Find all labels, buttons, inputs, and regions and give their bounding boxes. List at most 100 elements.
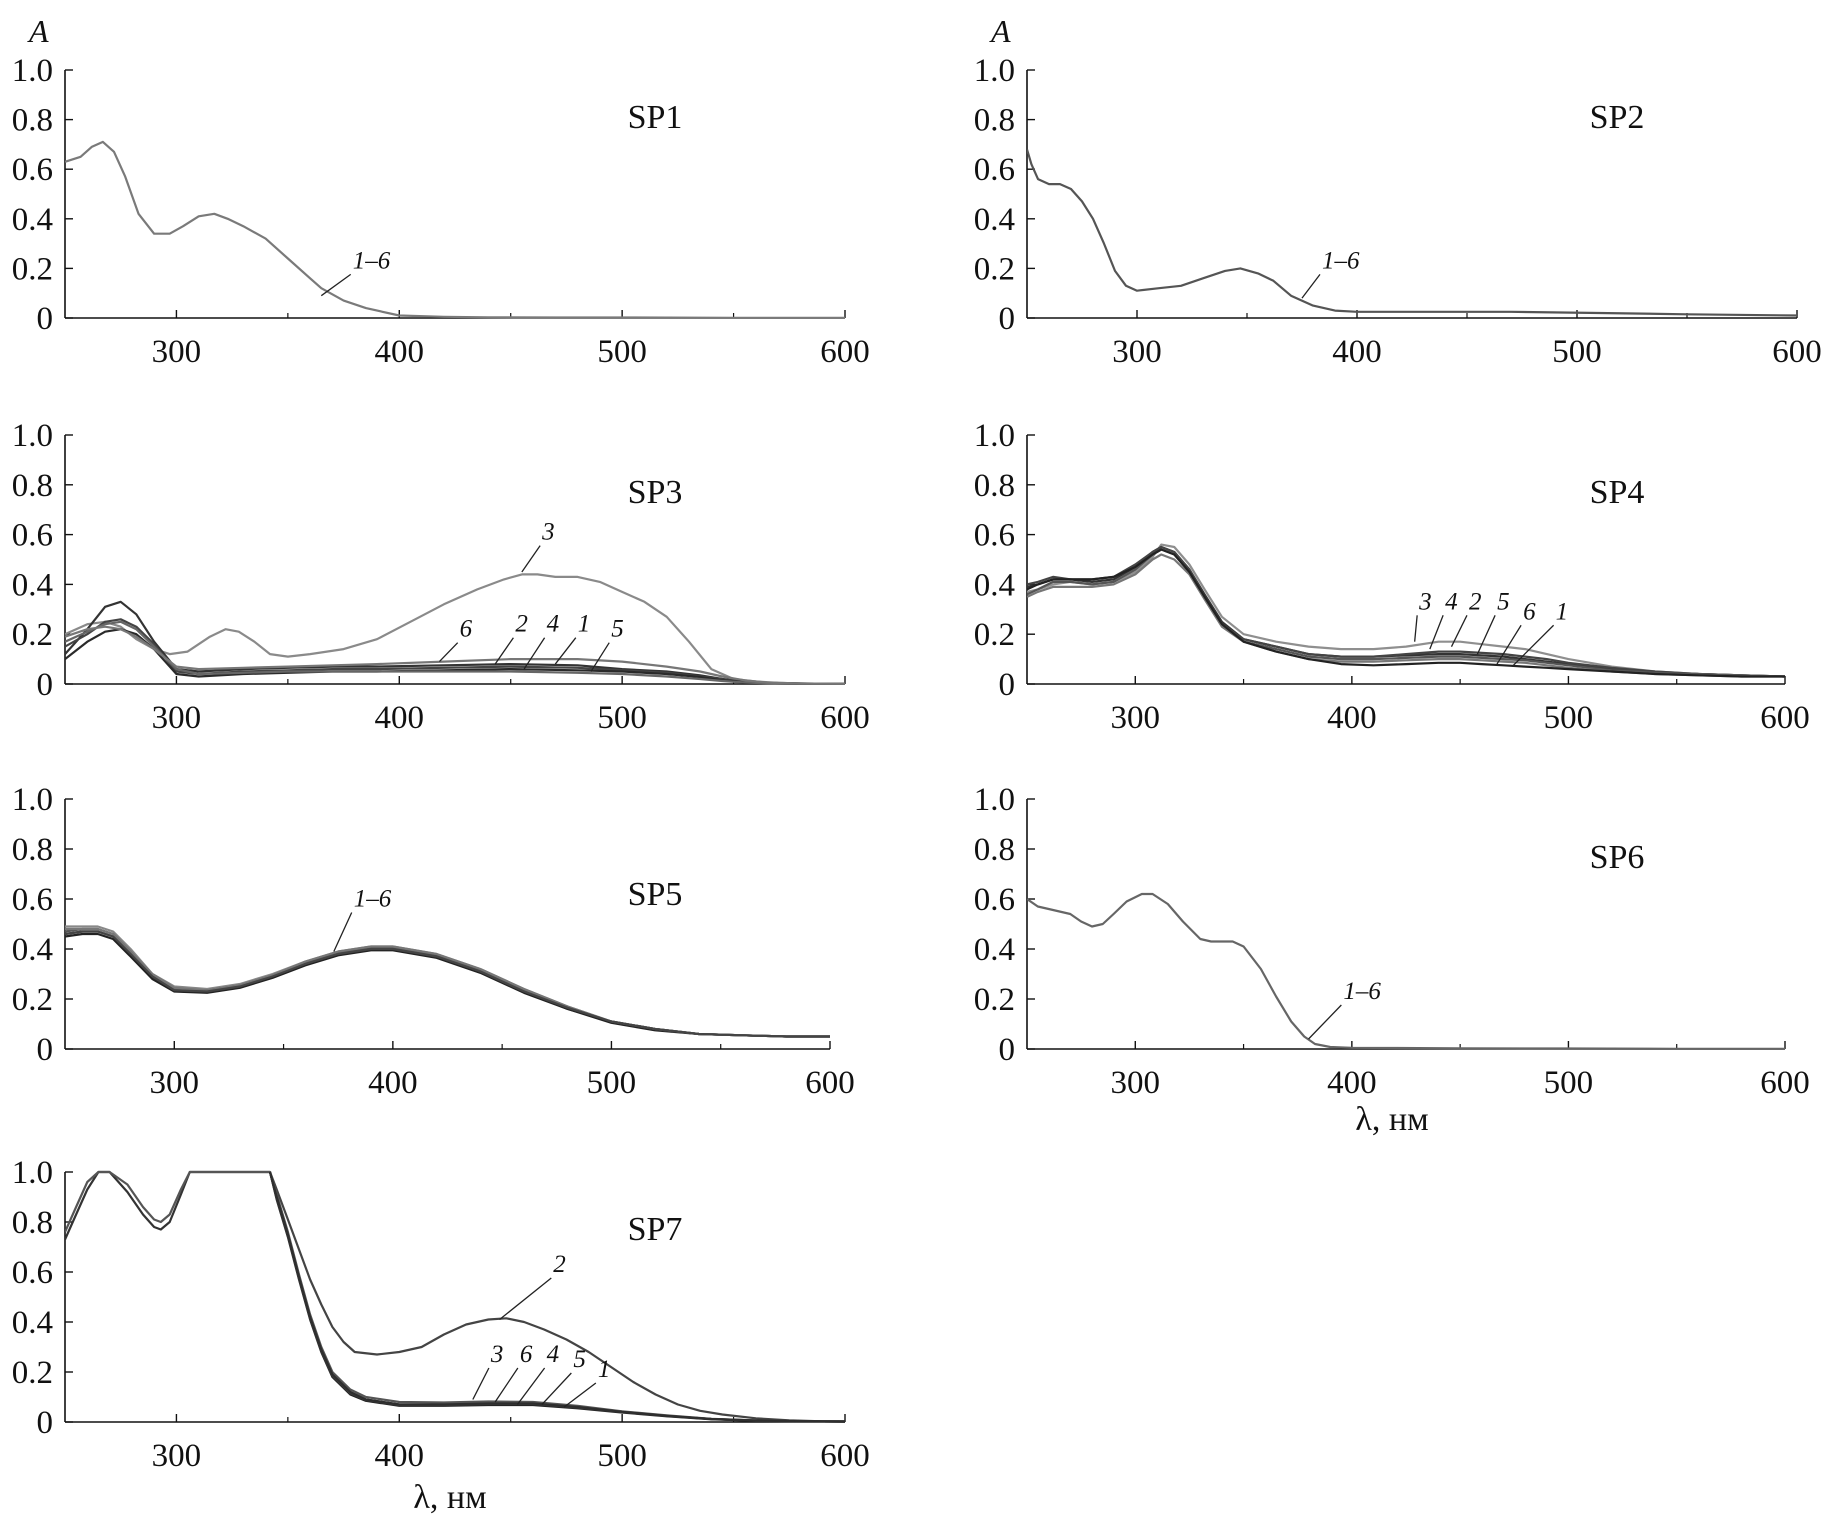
annotation-leader	[1301, 274, 1321, 299]
y-tick-label: 0.4	[12, 567, 53, 603]
panel-sp6: 0 0.2 0.4 0.6 0.8 1.0 300 400 500 600 SP6 λ, нм 1–6	[974, 782, 1810, 1138]
x-tick-label: 500	[597, 334, 647, 370]
series-line-3	[65, 1170, 845, 1423]
y-tick-label: 0.6	[974, 152, 1015, 188]
y-tick-label: 0.8	[12, 103, 53, 139]
series-line-3	[65, 927, 830, 1038]
annotation-leader	[554, 637, 577, 665]
annotation-leader	[494, 637, 514, 665]
x-tick-label: 400	[375, 700, 425, 736]
y-tick-label: 0.2	[12, 1355, 53, 1391]
x-tick-label: 400	[1327, 700, 1377, 736]
series-line-5	[268, 1171, 845, 1423]
panel-sp5: 0 0.2 0.4 0.6 0.8 1.0 300 400 500 600 SP5 1–6	[12, 782, 855, 1101]
series-line-1	[1027, 548, 1785, 678]
y-tick-label: 0.6	[12, 1255, 53, 1291]
series-line-4	[65, 932, 830, 1038]
y-tick-label: 0.6	[12, 152, 53, 188]
annotation-leader	[521, 545, 541, 573]
x-tick-label: 600	[1760, 1065, 1810, 1101]
y-tick-label: 0.6	[974, 882, 1015, 918]
panel-title: SP2	[1590, 99, 1645, 136]
x-tick-label: 300	[1111, 1065, 1161, 1101]
y-tick-label: 0.2	[974, 251, 1015, 287]
y-tick-label: 0.8	[12, 468, 53, 504]
series-line-3	[65, 573, 845, 685]
y-tick-label: 0.4	[12, 932, 53, 968]
y-tick-label: 0.8	[974, 468, 1015, 504]
annotation-leader	[320, 273, 352, 297]
annotation-leader	[563, 1382, 597, 1408]
y-tick-label: 0.4	[12, 202, 53, 238]
x-tick-label: 500	[587, 1065, 637, 1101]
series-line-1-6	[65, 140, 845, 319]
series-line-1	[268, 1171, 845, 1423]
annotation-leader	[1476, 615, 1496, 655]
y-tick-label: 0.8	[12, 1205, 53, 1241]
curve-label: 2	[553, 1251, 566, 1278]
y-tick-label: 0.4	[974, 202, 1015, 238]
x-tick-label: 400	[1327, 1065, 1377, 1101]
curve-label: 2	[515, 611, 528, 638]
y-tick-label: 0	[37, 667, 54, 703]
x-tick-label: 500	[1544, 1065, 1594, 1101]
y-tick-label: 0.8	[974, 832, 1015, 868]
y-tick-label: 0.6	[12, 518, 53, 554]
x-tick-label: 600	[820, 700, 870, 736]
curve-label: 1–6	[1322, 247, 1360, 274]
annotation-leader	[516, 1367, 546, 1405]
x-tick-label: 600	[1760, 700, 1810, 736]
y-tick-label: 0.2	[974, 617, 1015, 653]
annotation-leader	[541, 1372, 572, 1405]
series-line-6	[65, 930, 830, 1038]
panel-title: SP3	[628, 474, 683, 511]
curve-label: 5	[573, 1346, 586, 1373]
curve-label: 1	[578, 611, 591, 638]
curve-label: 6	[460, 616, 473, 643]
annotation-leader	[1496, 624, 1522, 665]
curve-label: 5	[611, 616, 624, 643]
panel-title: SP5	[628, 876, 683, 913]
series-line-6	[65, 1170, 845, 1423]
x-tick-label: 300	[152, 700, 202, 736]
y-tick-label: 1.0	[974, 53, 1015, 89]
series-line-1-6	[1027, 149, 1797, 317]
curve-label: 4	[547, 611, 560, 638]
x-tick-label: 400	[375, 334, 425, 370]
annotation-leader	[472, 1367, 490, 1400]
curve-label: 1–6	[1343, 978, 1381, 1005]
series-line-6	[65, 625, 845, 685]
x-tick-label: 500	[1552, 334, 1602, 370]
series-line-4	[268, 1171, 845, 1423]
series-line-2	[268, 1171, 845, 1423]
x-tick-label: 300	[152, 334, 202, 370]
y-tick-label: 1.0	[12, 782, 53, 818]
x-tick-label: 400	[368, 1065, 418, 1101]
y-tick-label: 0	[999, 667, 1016, 703]
series-line-1-6	[1027, 892, 1785, 1050]
y-tick-label: 0.2	[12, 617, 53, 653]
y-tick-label: 1.0	[974, 418, 1015, 454]
y-tick-label: 1.0	[12, 1155, 53, 1191]
panel-title: SP6	[1590, 839, 1645, 876]
x-tick-label: 600	[1772, 334, 1822, 370]
annotation-leader	[438, 642, 459, 663]
x-tick-label: 500	[597, 1438, 647, 1474]
series-line-5	[1027, 548, 1785, 678]
x-tick-label: 300	[152, 1438, 202, 1474]
y-tick-label: 0.4	[974, 567, 1015, 603]
y-tick-label: 0.8	[974, 103, 1015, 139]
y-tick-label: 0.2	[974, 982, 1015, 1018]
y-tick-label: 1.0	[12, 418, 53, 454]
curve-label: 3	[1418, 588, 1432, 615]
curve-label: 3	[490, 1341, 504, 1368]
annotation-leader	[494, 1367, 519, 1403]
y-axis-label: A	[989, 13, 1011, 49]
y-tick-label: 0.8	[12, 832, 53, 868]
annotation-leader	[499, 1277, 552, 1321]
panel-title: SP1	[628, 99, 683, 136]
x-axis-label: λ, нм	[1355, 1101, 1428, 1138]
y-tick-label: 0	[37, 1405, 54, 1441]
y-tick-label: 0.4	[974, 932, 1015, 968]
